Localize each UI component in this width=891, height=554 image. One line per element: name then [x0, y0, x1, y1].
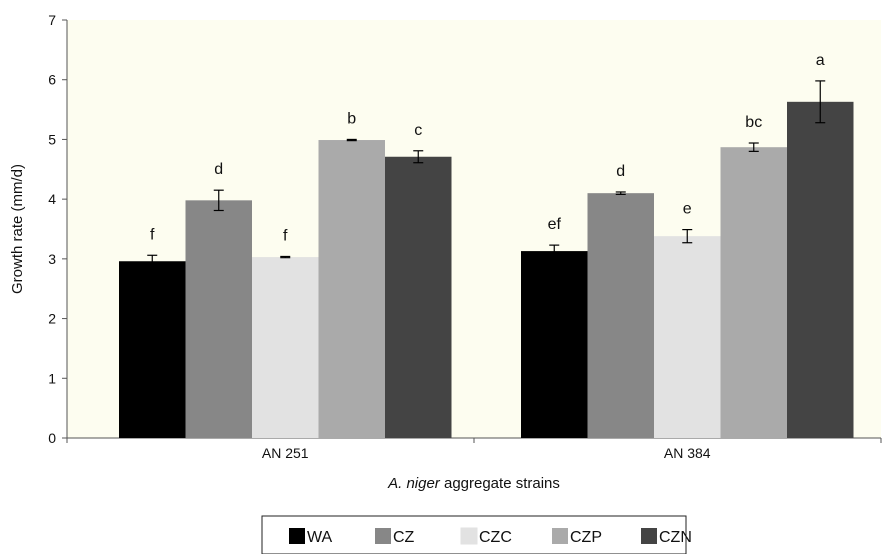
y-tick-label: 3 — [48, 251, 56, 267]
legend-label-czp: CZP — [570, 529, 602, 546]
y-tick-label: 2 — [48, 311, 56, 327]
bar-czn-an251 — [385, 156, 452, 438]
x-category-label: AN 384 — [664, 445, 711, 461]
significance-label: ef — [548, 216, 562, 233]
significance-label: e — [683, 201, 692, 218]
significance-label: f — [150, 226, 155, 243]
x-axis-title-italic: A. niger — [387, 475, 441, 492]
legend-swatch-czn — [641, 528, 657, 544]
x-category-label: AN 251 — [262, 445, 309, 461]
significance-label: d — [214, 161, 223, 178]
legend-label-czn: CZN — [659, 529, 692, 546]
significance-label: f — [283, 227, 288, 244]
significance-label: b — [347, 110, 356, 127]
bar-czc-an384 — [654, 236, 721, 438]
y-tick-label: 1 — [48, 370, 56, 386]
x-axis-title-rest: aggregate strains — [440, 475, 560, 492]
legend-label-wa: WA — [307, 529, 333, 546]
legend-label-cz: CZ — [393, 529, 415, 546]
bar-wa-an251 — [119, 261, 186, 438]
significance-label: c — [414, 122, 422, 139]
bar-czn-an384 — [787, 101, 854, 439]
bar-wa-an384 — [521, 251, 588, 438]
y-tick-label: 0 — [48, 430, 56, 446]
legend-label-czc: CZC — [479, 529, 512, 546]
significance-label: d — [616, 163, 625, 180]
y-tick-label: 4 — [48, 191, 56, 207]
significance-label: bc — [745, 114, 762, 131]
x-category-labels: AN 251 AN 384 — [66, 438, 882, 461]
y-tick-label: 6 — [48, 72, 56, 88]
significance-label: a — [816, 52, 825, 69]
legend-swatch-czp — [552, 528, 568, 544]
bar-cz-an384 — [587, 193, 654, 438]
legend-swatch-cz — [375, 528, 391, 544]
x-axis-title: A. niger aggregate strains — [387, 475, 560, 492]
y-tick-label: 5 — [48, 131, 56, 147]
bar-czc-an251 — [252, 257, 319, 438]
bar-cz-an251 — [185, 200, 252, 438]
bar-czp-an384 — [720, 147, 787, 439]
y-axis-title: Growth rate (mm/d) — [9, 164, 26, 294]
legend: WA CZ CZC CZP CZN — [261, 515, 692, 554]
bar-czp-an251 — [318, 140, 385, 439]
y-axis-ticks: 0 1 2 3 4 5 6 7 — [48, 12, 67, 446]
legend-swatch-wa — [289, 528, 305, 544]
y-tick-label: 7 — [48, 12, 56, 28]
legend-swatch-czc — [460, 527, 478, 545]
